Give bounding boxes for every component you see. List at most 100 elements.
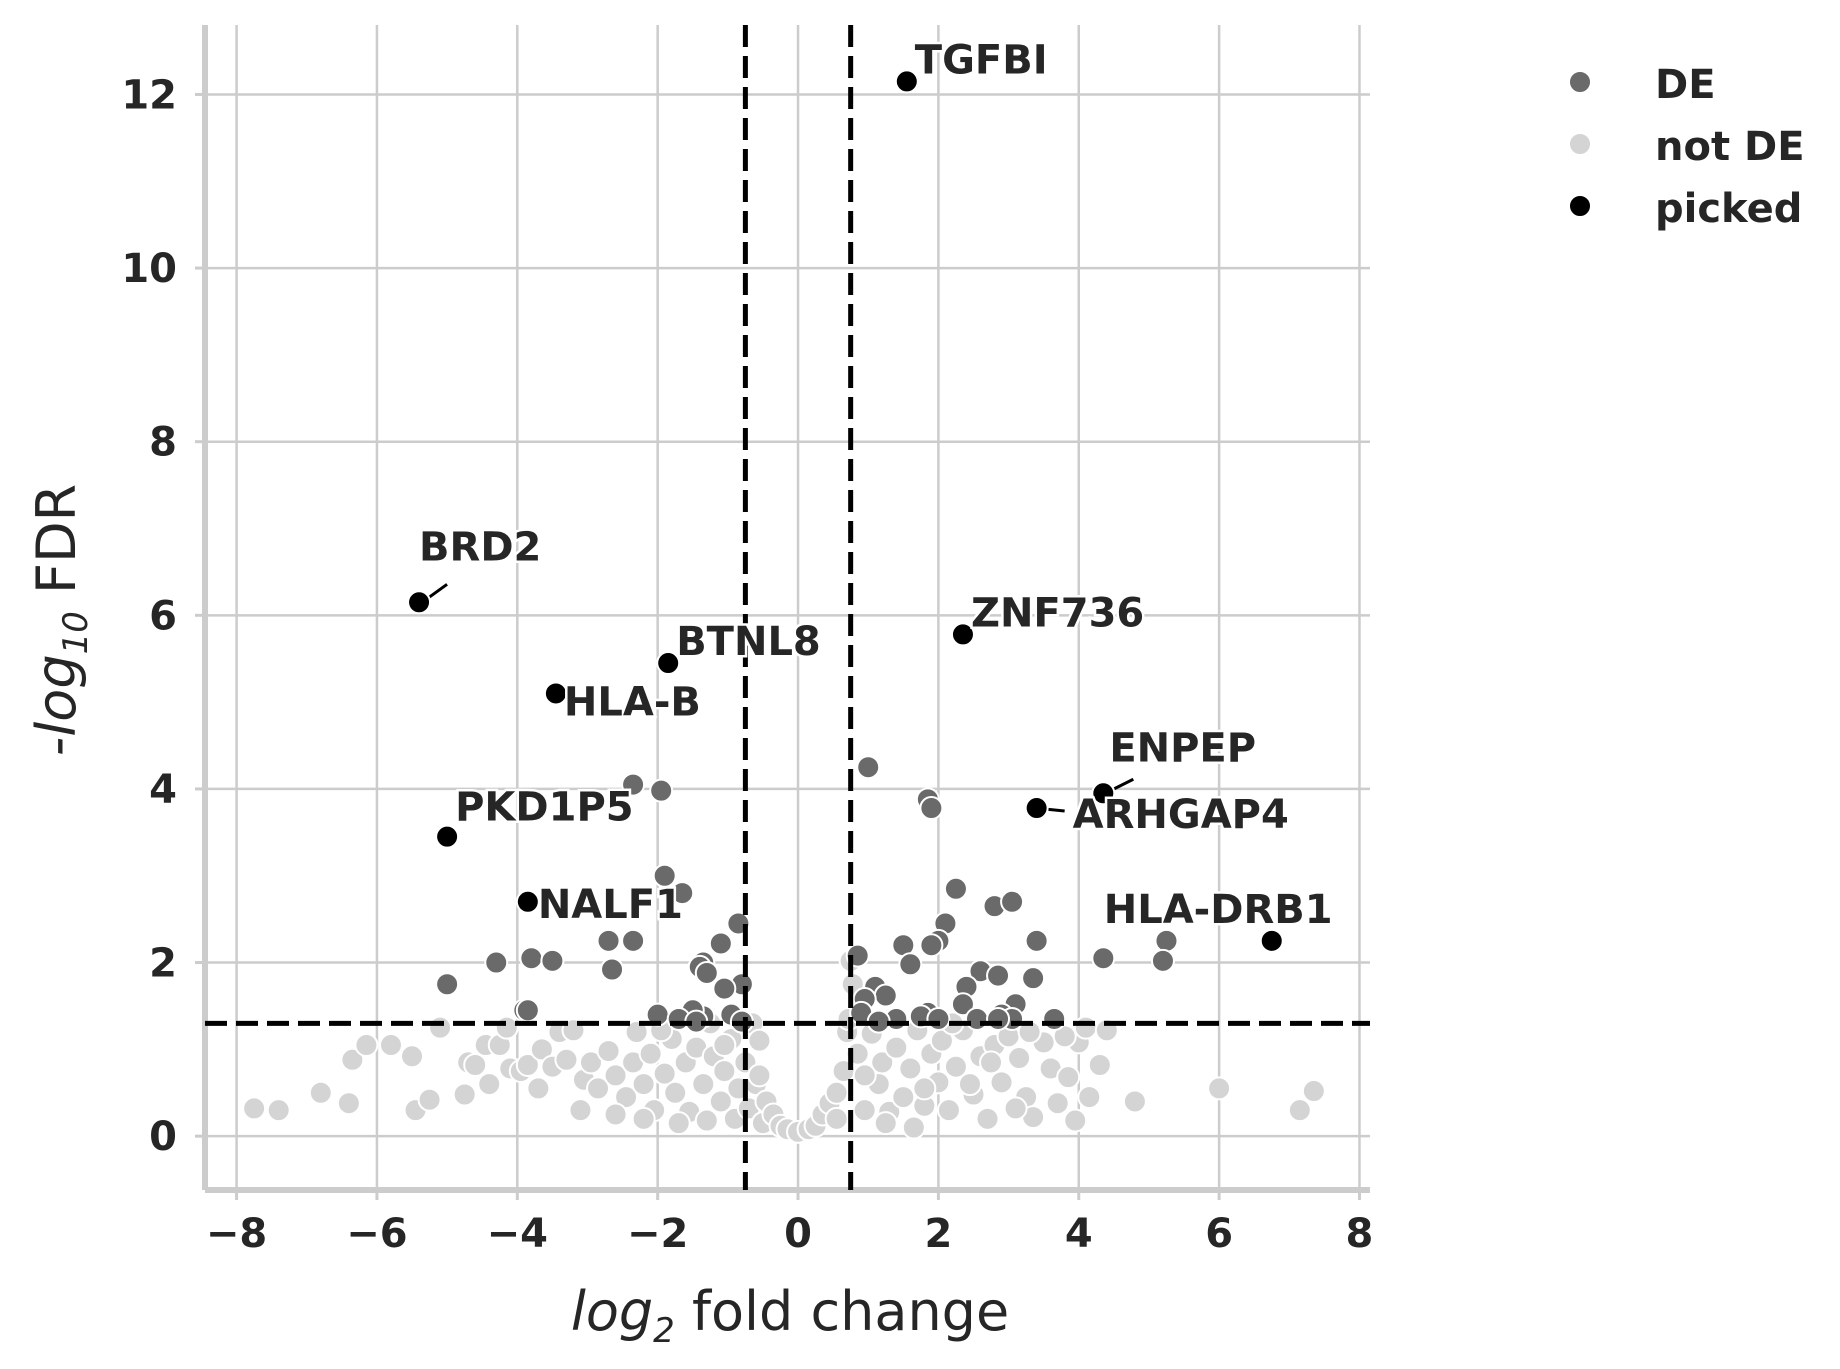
de-point [986, 963, 1011, 988]
de-point [515, 998, 540, 1023]
gene-label: HLA-B [564, 679, 701, 725]
legend-label: picked [1655, 186, 1802, 232]
not-de-point [989, 1070, 1014, 1095]
not-de-point [712, 1033, 737, 1058]
not-de-points [242, 948, 1326, 1144]
de-point [1021, 966, 1046, 991]
picked-point [1091, 781, 1116, 806]
not-de-point [378, 1033, 403, 1058]
gene-label: TGFBI [915, 37, 1048, 83]
de-point [943, 876, 968, 901]
not-de-point [652, 1061, 677, 1086]
not-de-point [515, 1052, 540, 1077]
not-de-point [870, 1050, 895, 1075]
de-point [652, 863, 677, 888]
gene-label: NALF1 [538, 882, 683, 928]
not-de-point [417, 1087, 442, 1112]
y-axis-title: -log10 FDR [25, 484, 96, 756]
not-de-point [529, 1037, 554, 1062]
gene-label: ENPEP [1109, 725, 1256, 771]
de-point [964, 1006, 989, 1031]
not-de-point [1056, 1065, 1081, 1090]
picked-point [656, 651, 681, 676]
not-de-point [1045, 1091, 1070, 1116]
not-de-point [852, 1098, 877, 1123]
legend-label: DE [1655, 62, 1716, 108]
not-de-point [694, 1108, 719, 1133]
de-point [873, 983, 898, 1008]
de-point [649, 778, 674, 803]
de-point [621, 928, 646, 953]
de-point [600, 957, 625, 982]
not-de-point [631, 1106, 656, 1131]
y-tick-labels: 0 2 4 6 8 10 12 [121, 72, 177, 1160]
not-de-point [979, 1050, 1004, 1075]
x-tick-label: 6 [1205, 1211, 1233, 1257]
not-de-point [336, 1091, 361, 1116]
x-tick-label: −6 [346, 1211, 407, 1257]
not-de-point [1077, 1085, 1102, 1110]
not-de-point [901, 1115, 926, 1140]
de-point [919, 796, 944, 821]
not-de-point [1122, 1089, 1147, 1114]
picked-points: TGFBI BRD2 BTNL8 HLA-B ZNF736 ENPEP ARHGAP4 PKD… [407, 35, 1335, 953]
y-tick-label: 8 [149, 420, 177, 466]
not-de-point [1052, 1024, 1077, 1049]
not-de-point [428, 1015, 453, 1040]
y-tick-label: 0 [149, 1114, 177, 1160]
y-tick-label: 10 [121, 246, 177, 292]
not-de-point [747, 1063, 772, 1088]
not-de-point [936, 1098, 961, 1123]
legend-label: not DE [1655, 124, 1805, 170]
not-de-point [884, 1035, 909, 1060]
not-de-point [1287, 1098, 1312, 1123]
not-de-point [586, 1076, 611, 1101]
not-de-point [494, 1015, 519, 1040]
de-point [708, 931, 733, 956]
not-de-point [1087, 1052, 1112, 1077]
de-point [596, 928, 621, 953]
label-connector [428, 583, 448, 599]
not-de-point [463, 1052, 488, 1077]
not-de-point [712, 1059, 737, 1084]
not-de-point [1063, 1108, 1088, 1133]
de-point [1000, 889, 1025, 914]
picked-point [543, 681, 568, 706]
plot-frame [202, 25, 1370, 1193]
de-point [1091, 946, 1116, 971]
not-de-point [568, 1098, 593, 1123]
de-point [898, 952, 923, 977]
legend-marker [1568, 194, 1592, 218]
legend-marker [1568, 132, 1592, 156]
not-de-point [242, 1096, 267, 1121]
de-point [1024, 928, 1049, 953]
x-tick-label: −4 [487, 1211, 548, 1257]
picked-point [435, 824, 460, 849]
not-de-point [663, 1080, 688, 1105]
de-point [670, 881, 695, 906]
not-de-point [578, 1050, 603, 1075]
y-tick-label: 6 [149, 593, 177, 639]
not-de-point [1007, 1046, 1032, 1071]
not-de-point [354, 1033, 379, 1058]
not-de-point [266, 1098, 291, 1123]
not-de-point [624, 1020, 649, 1045]
de-point [484, 950, 509, 975]
gene-label: BTNL8 [676, 619, 821, 665]
not-de-point [1207, 1076, 1232, 1101]
not-de-point [477, 1072, 502, 1097]
picked-point [894, 69, 919, 94]
y-tick-label: 4 [149, 767, 177, 813]
picked-point [515, 889, 540, 914]
not-de-point [340, 1047, 365, 1072]
not-de-point [1003, 1096, 1028, 1121]
not-de-point [526, 1076, 551, 1101]
de-point [1154, 928, 1179, 953]
picked-point [1259, 928, 1284, 953]
de-point [1150, 948, 1175, 973]
x-tick-label: 2 [924, 1211, 952, 1257]
x-tick-label: 4 [1065, 1211, 1093, 1257]
picked-point [950, 622, 975, 647]
not-de-point [631, 1072, 656, 1097]
